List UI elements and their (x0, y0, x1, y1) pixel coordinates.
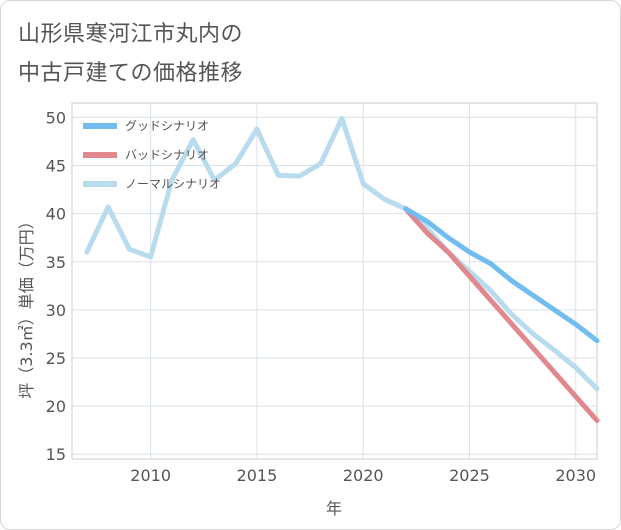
y-tick-label: 45 (46, 157, 66, 176)
chart-title-line2: 中古戸建ての価格推移 (18, 61, 244, 86)
normal-scenario-line (84, 115, 600, 392)
legend-normal-label: ノーマルシナリオ (125, 177, 221, 191)
y-tick-label: 15 (46, 445, 66, 464)
good-scenario-line (403, 206, 600, 344)
legend-bad-label: バッドシナリオ (125, 148, 209, 162)
grid (72, 103, 597, 459)
x-tick-labels: 2010 2015 2020 2025 2030 (130, 466, 596, 485)
y-tick-label: 30 (46, 301, 66, 320)
x-tick-label: 2020 (343, 466, 384, 485)
x-axis-label: 年 (326, 499, 342, 518)
chart-title-line1: 山形県寒河江市丸内の (18, 22, 244, 47)
x-tick-label: 2015 (237, 466, 278, 485)
y-tick-label: 50 (46, 108, 66, 127)
y-tick-label: 35 (46, 253, 66, 272)
y-tick-labels: 15 20 25 30 35 40 45 50 (46, 108, 66, 464)
y-axis-label: 坪（3.3㎡）単価（万円） (17, 213, 36, 398)
x-tick-label: 2025 (449, 466, 490, 485)
y-tick-label: 40 (46, 205, 66, 224)
x-tick-label: 2010 (130, 466, 171, 485)
bad-scenario-line (403, 206, 600, 423)
x-tick-label: 2030 (555, 466, 596, 485)
legend-good-label: グッドシナリオ (125, 119, 209, 133)
series-layer (84, 115, 600, 423)
y-tick-label: 20 (46, 397, 66, 416)
y-tick-label: 25 (46, 349, 66, 368)
